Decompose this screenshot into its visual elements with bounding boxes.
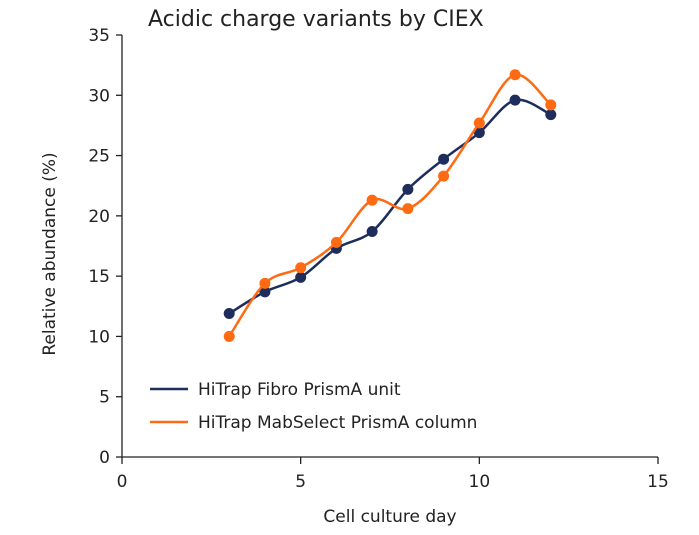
data-point (545, 99, 557, 111)
series-line (228, 98, 552, 315)
y-tick-label: 10 (88, 327, 110, 347)
data-point (545, 109, 557, 121)
data-point (259, 277, 271, 289)
x-tick-label: 0 (117, 472, 128, 492)
data-point (402, 183, 414, 195)
y-tick-label: 5 (99, 388, 110, 408)
data-point (223, 330, 235, 342)
data-point (366, 194, 378, 206)
data-point (295, 262, 307, 274)
data-point (473, 127, 485, 139)
data-point (473, 117, 485, 129)
y-axis-label: Relative abundance (%) (40, 152, 60, 355)
y-tick-label: 20 (88, 207, 110, 227)
legend-label: HiTrap MabSelect PrismA column (198, 413, 477, 433)
data-point (402, 203, 414, 215)
legend: HiTrap Fibro PrismA unit HiTrap MabSelect… (150, 380, 477, 433)
data-point (295, 271, 307, 283)
series-fibro-prisma (223, 94, 557, 320)
series-line (228, 73, 552, 338)
x-axis-label: Cell culture day (323, 507, 456, 527)
x-tick-label: 5 (295, 472, 306, 492)
chart-title: Acidic charge variants by CIEX (148, 7, 484, 32)
legend-label: HiTrap Fibro PrismA unit (198, 380, 401, 400)
series-mabselect-prisma (223, 69, 557, 342)
data-point (366, 226, 378, 238)
data-point (259, 286, 271, 298)
data-point (438, 153, 450, 165)
y-tick-label: 0 (99, 448, 110, 468)
data-point (509, 94, 521, 106)
data-point (330, 236, 342, 248)
y-tick-label: 25 (88, 147, 110, 167)
x-tick-label: 15 (647, 472, 669, 492)
data-point (509, 69, 521, 81)
x-tick-label: 10 (469, 472, 491, 492)
data-point (438, 170, 450, 182)
y-tick-label: 35 (88, 26, 110, 46)
y-tick-label: 30 (88, 86, 110, 106)
y-tick-label: 15 (88, 267, 110, 287)
data-point (223, 308, 235, 320)
